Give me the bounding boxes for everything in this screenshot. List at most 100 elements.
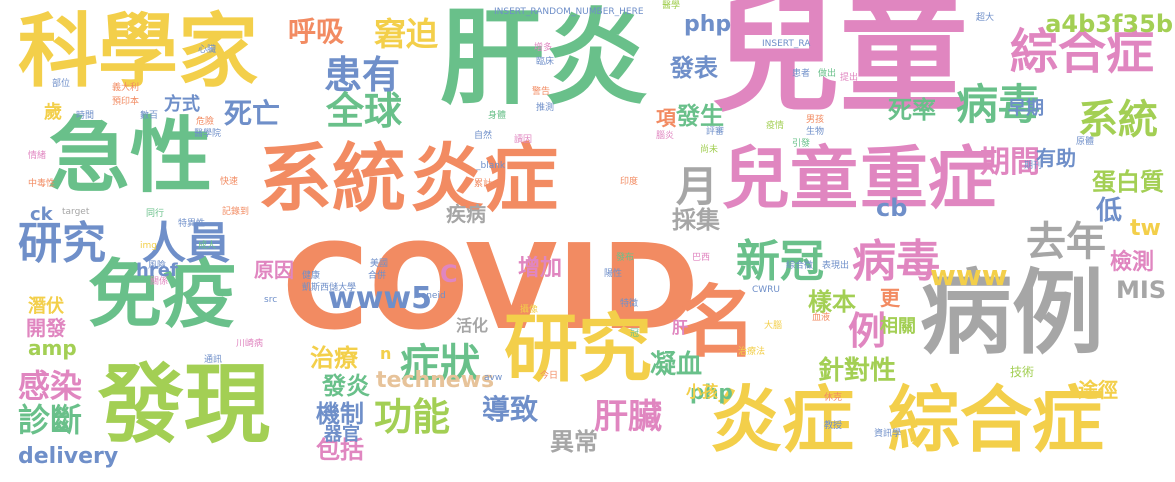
cloud-word: 身體 [488,111,507,121]
cloud-word: 快速 [220,177,239,187]
cloud-word: 途徑 [1078,378,1118,402]
cloud-word: 例 [848,309,887,353]
cloud-word: 症狀 [400,341,480,387]
cloud-word: amp [28,336,77,360]
cloud-word: 死亡 [224,97,281,130]
cloud-word: href [136,260,178,281]
cloud-word: 名 [678,278,757,368]
cloud-word: n [380,344,392,363]
cloud-word: 關係 [150,277,169,287]
cloud-word: 技術 [1010,365,1035,379]
cloud-word: 包括 [316,436,364,464]
cloud-word: 心臟 [198,45,217,55]
cloud-word: INSERT_RANDOM_NUMBER_HERE [494,7,644,17]
cloud-word: 早期 [1008,98,1044,119]
cloud-word: 評審 [706,127,725,137]
cloud-word: COVID [282,218,699,356]
cloud-word: _blank [476,161,506,171]
cloud-word: 綜合症 [1010,24,1155,80]
cloud-word: 增多 [534,43,553,53]
cloud-word: 低 [1096,196,1123,226]
cloud-word: 方式 [164,94,200,115]
cloud-word: 通訊 [204,355,223,365]
cloud-word: 休克 [824,393,843,403]
cloud-word: 超大 [976,13,995,23]
cloud-word: 凱斯西儲大學 [302,283,357,293]
cloud-word: 潛伏 [28,296,64,317]
cloud-word: 攝像 [520,305,539,315]
cloud-word: 異常 [550,428,598,456]
cloud-word: 數百 [140,111,159,121]
cloud-word: delivery [18,444,119,469]
cloud-word: 死率 [888,96,936,124]
cloud-word: src [264,295,278,305]
cloud-word: C [440,260,458,288]
cloud-word: 期間 [980,145,1040,180]
cloud-word: 樣本 [808,288,856,316]
cloud-word: 發炎 [322,372,370,400]
cloud-word: 診斷 [18,401,83,439]
cloud-word: 去年 [1026,219,1106,265]
cloud-word: 成人 [198,241,217,251]
cloud-word: 部位 [52,79,71,89]
cloud-word: 印度 [620,177,639,187]
cloud-word: 發生 [676,102,724,130]
cloud-word: 窘迫 [374,15,439,53]
cloud-word: 累計 [474,179,493,189]
cloud-word: 特徵 [620,299,639,309]
cloud-word: 原體 [1076,137,1095,147]
cloud-word: 醫學院 [194,129,222,139]
cloud-word: 研究 [18,218,106,269]
cloud-word: 美國 [370,259,389,269]
cloud-word: 綜合症 [888,378,1105,462]
cloud-word: 推測 [536,103,555,113]
cloud-word: 炎症 [710,378,855,462]
cloud-word: 檢測 [1110,250,1155,275]
cloud-word: 表現出 [822,261,850,271]
cloud-word: 患有 [324,53,401,97]
cloud-word: 小孩 [686,382,719,401]
cloud-word: target [62,207,90,217]
cloud-word: 冠 [630,329,640,339]
cloud-word: 病例 [920,260,1105,367]
cloud-word: 合併 [368,271,387,281]
cloud-word: 陽性 [604,269,623,279]
cloud-word: 科學家 [18,5,258,98]
cloud-word: 發現 [98,355,270,455]
cloud-word: 項 [656,106,676,130]
cloud-word: 免疫 [88,252,236,338]
cloud-word: 教授 [824,421,843,431]
cloud-word: 系統 [1078,97,1158,143]
cloud-word: 健康 [302,271,321,281]
cloud-word: 系統 [258,136,406,222]
cloud-word: 病毒 [956,80,1041,129]
cloud-word: MIS [1116,276,1167,304]
cloud-word: 機制 [316,400,364,428]
cloud-word: 醫學 [662,1,681,11]
cloud-word: 提出 [840,73,859,83]
cloud-word: 治療法 [738,347,766,357]
cloud-word: 臨床 [536,57,555,67]
cloud-word: 引發 [792,139,811,149]
cloud-word: 歲 [44,102,62,123]
cloud-word: 蛋白質 [1092,168,1164,196]
cloud-word: 增加 [518,256,563,281]
cloud-word: 今日 [540,371,559,381]
cloud-word: ck [30,204,53,225]
cloud-word: 腦炎 [656,131,675,141]
cloud-word: 同行 [146,209,165,219]
cloud-word: 義大利 [112,83,140,93]
cloud-word: 情緒 [28,151,47,161]
cloud-word: 記錄到 [222,207,250,217]
cloud-word: 開發 [26,316,66,340]
cloud-word: 川崎病 [236,339,264,349]
cloud-word: php [690,380,733,404]
cloud-word: a4b3f35b [1045,10,1173,38]
cloud-word: 導致 [482,393,539,426]
cloud-word: 針對性 [818,356,897,386]
cloud-word: 特異性 [178,219,206,229]
cloud-word: 血液 [812,313,831,323]
cloud-word: 有助 [1036,146,1076,170]
cloud-word: 危險 [196,117,215,127]
